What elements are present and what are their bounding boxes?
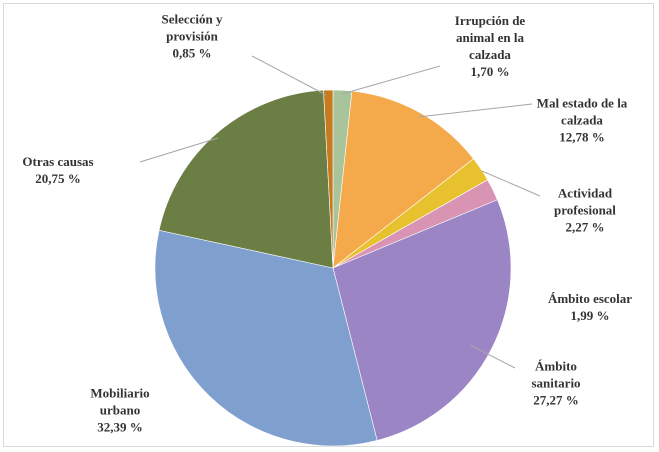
pie-slice	[154, 229, 378, 447]
leader-line	[341, 65, 441, 95]
category-label: Actividad profesional	[554, 185, 616, 218]
leader-line	[251, 55, 327, 96]
category-label: Otras causas	[22, 154, 94, 169]
slice-label: Ámbito sanitario 27,27 %	[516, 358, 596, 409]
slice-label: Ámbito escolar 1,99 %	[535, 290, 645, 324]
leader-line	[417, 103, 533, 118]
category-label: Mal estado de la calzada	[536, 95, 628, 128]
value-label: 32,39 %	[97, 419, 143, 435]
pie-slice	[323, 89, 334, 269]
value-label: 0,85 %	[172, 45, 212, 61]
pie-slice	[332, 199, 512, 441]
slice-label: Otras causas 20,75 %	[8, 153, 108, 187]
pie-slice	[158, 89, 334, 269]
chart-frame	[3, 3, 654, 447]
slice-label: Actividad profesional 2,27 %	[540, 185, 630, 236]
value-label: 12,78 %	[559, 129, 605, 145]
value-label: 1,99 %	[570, 308, 610, 323]
slice-label: Irrupción de animal en la calzada 1,70 %	[435, 12, 545, 80]
category-label: Selección y provisión	[161, 11, 223, 44]
value-label: 27,27 %	[533, 392, 579, 408]
value-label: 1,70 %	[470, 64, 510, 79]
leader-line	[469, 344, 516, 369]
leader-line	[139, 137, 219, 163]
slice-label: Mobiliario urbano 32,39 %	[80, 385, 160, 436]
leader-line	[481, 170, 541, 197]
pie-slice	[332, 90, 474, 269]
value-label: 20,75 %	[35, 171, 81, 186]
slice-label: Selección y provisión 0,85 %	[142, 11, 242, 62]
category-label: Mobiliario urbano	[90, 385, 150, 418]
category-label: Ámbito escolar	[547, 291, 633, 306]
slice-label: Mal estado de la calzada 12,78 %	[532, 95, 632, 146]
value-label: 2,27 %	[565, 219, 605, 235]
category-label: Irrupción de animal en la calzada	[454, 13, 526, 62]
category-label: Ámbito sanitario	[531, 358, 581, 391]
